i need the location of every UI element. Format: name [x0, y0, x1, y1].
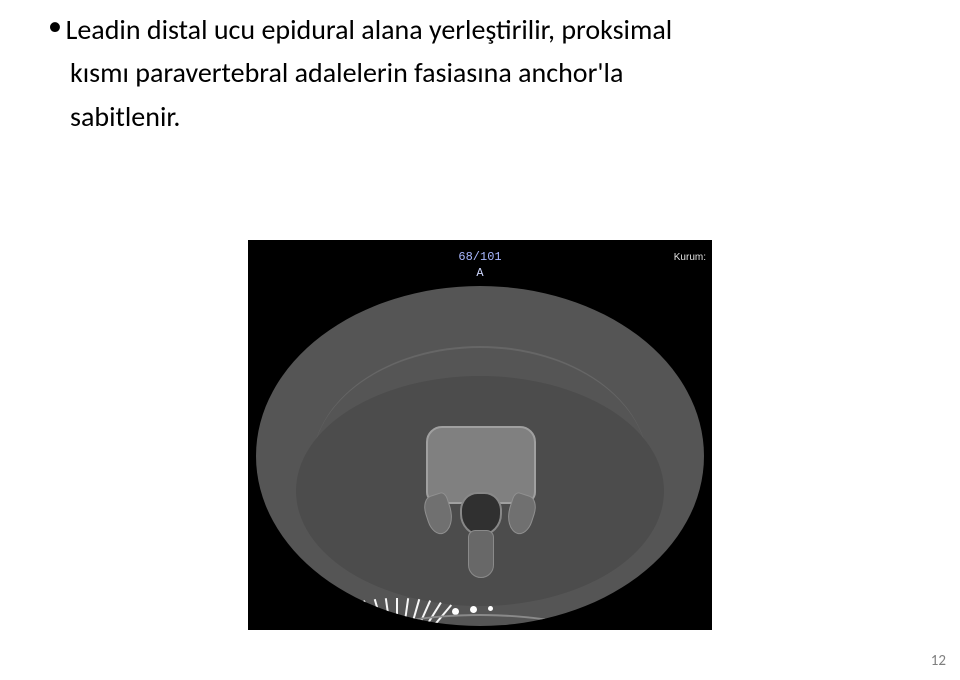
orientation-label: A: [248, 266, 712, 280]
body-line-2: kısmı paravertebral adalelerin fasiasına…: [70, 55, 623, 90]
slice-counter-label: 68/101: [248, 250, 712, 264]
lead-marker: [470, 606, 477, 613]
bullet-marker: •: [48, 8, 62, 43]
institution-label: Kurum:: [674, 252, 706, 263]
spinous-process: [468, 530, 494, 578]
lead-marker: [488, 606, 493, 611]
ct-image: 68/101 A Kurum:: [248, 240, 712, 630]
metal-artifact: [368, 598, 440, 618]
body-line-3: sabitlenir.: [70, 99, 180, 134]
body-text-block: • Leadin distal ucu epidural alana yerle…: [48, 8, 928, 138]
artifact-streak: [374, 599, 384, 626]
ct-scan-field: [256, 286, 704, 626]
slide-number: 12: [931, 652, 946, 670]
slide: • Leadin distal ucu epidural alana yerle…: [0, 0, 960, 680]
body-line-1: Leadin distal ucu epidural alana yerleşt…: [66, 12, 673, 47]
posterior-skin-line: [296, 614, 664, 626]
